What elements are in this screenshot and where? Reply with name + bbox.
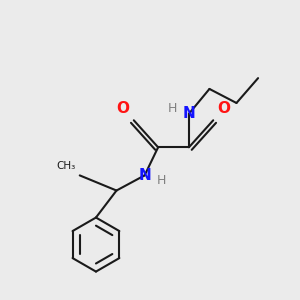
- Text: CH₃: CH₃: [56, 161, 75, 171]
- Text: O: O: [218, 101, 231, 116]
- Text: N: N: [138, 168, 151, 183]
- Text: N: N: [182, 106, 195, 121]
- Text: H: H: [157, 174, 166, 187]
- Text: H: H: [168, 102, 177, 115]
- Text: O: O: [116, 101, 130, 116]
